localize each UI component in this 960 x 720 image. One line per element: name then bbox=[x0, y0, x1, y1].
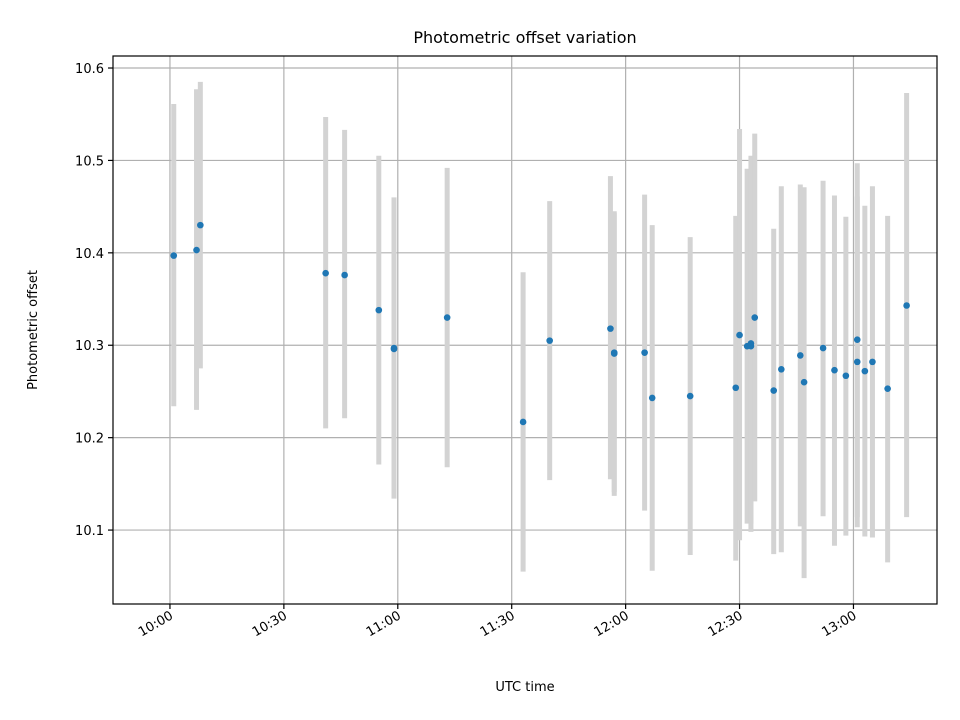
data-points bbox=[170, 221, 910, 426]
data-point bbox=[903, 302, 910, 309]
data-point bbox=[732, 384, 740, 392]
plot-frame bbox=[112, 55, 938, 605]
y-tick-label: 10.5 bbox=[75, 154, 104, 169]
data-point bbox=[322, 269, 329, 277]
y-tick-label: 10.1 bbox=[75, 524, 104, 539]
data-point bbox=[853, 336, 861, 344]
data-point bbox=[610, 350, 618, 357]
y-tick-label: 10.4 bbox=[75, 247, 104, 262]
y-tick-label: 10.3 bbox=[75, 339, 104, 354]
data-point bbox=[519, 418, 527, 426]
data-point bbox=[607, 325, 614, 332]
data-point bbox=[341, 271, 348, 279]
data-point bbox=[443, 314, 451, 321]
data-point bbox=[842, 372, 850, 380]
data-point bbox=[770, 387, 778, 394]
data-point bbox=[751, 314, 759, 321]
data-point bbox=[853, 358, 861, 366]
data-point bbox=[193, 246, 200, 254]
y-axis-ticks: 10.1 10.2 10.3 10.4 10.5 10.6 bbox=[75, 62, 113, 539]
data-point bbox=[796, 352, 804, 359]
data-point bbox=[375, 306, 383, 314]
data-point bbox=[390, 345, 398, 353]
y-axis-label: Photometric offset bbox=[26, 270, 41, 390]
data-point bbox=[170, 252, 178, 259]
data-point bbox=[800, 378, 808, 386]
data-point bbox=[869, 358, 876, 366]
y-tick-label: 10.2 bbox=[75, 432, 104, 447]
chart-title: Photometric offset variation bbox=[413, 28, 636, 47]
data-point bbox=[861, 367, 869, 375]
data-point bbox=[641, 349, 648, 356]
data-point bbox=[831, 366, 838, 374]
data-point bbox=[197, 221, 204, 229]
data-point bbox=[747, 340, 755, 347]
data-point bbox=[884, 385, 891, 392]
data-point bbox=[546, 337, 553, 344]
y-tick-label: 10.6 bbox=[75, 62, 104, 77]
data-point bbox=[819, 344, 827, 352]
data-point bbox=[686, 392, 694, 400]
x-axis-label: UTC time bbox=[495, 680, 554, 695]
data-point bbox=[736, 331, 743, 339]
data-point bbox=[648, 394, 656, 402]
data-point bbox=[778, 365, 785, 373]
